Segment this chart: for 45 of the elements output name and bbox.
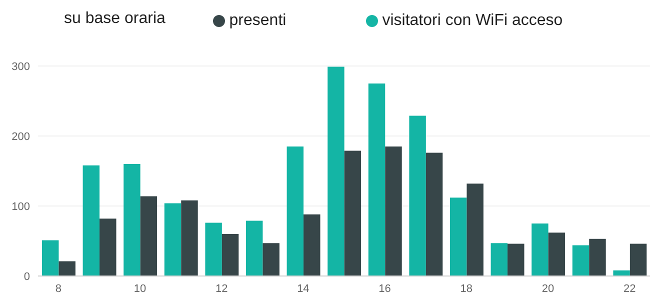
bar (205, 222, 222, 276)
bar (344, 150, 362, 276)
bar (42, 240, 59, 276)
bar (222, 234, 239, 276)
y-tick-label: 300 (12, 60, 30, 73)
x-tick-label: 20 (542, 282, 554, 295)
bar (368, 84, 386, 276)
x-tick-label: 18 (460, 282, 473, 295)
legend-label: visitatori con WiFi acceso (382, 12, 563, 29)
bar (140, 196, 158, 276)
bar (262, 243, 280, 276)
x-tick-label: 10 (134, 282, 146, 295)
bar (532, 224, 548, 276)
bar (490, 243, 508, 276)
y-tick-label: 200 (12, 130, 30, 143)
x-tick-label: 16 (378, 282, 391, 295)
bar (613, 270, 630, 276)
bar (450, 198, 467, 276)
legend-label: presenti (229, 12, 286, 29)
bar (426, 152, 443, 276)
bar (286, 146, 304, 276)
x-tick-label: 12 (215, 282, 228, 295)
bar (548, 232, 566, 276)
x-tick-label: 14 (297, 282, 310, 295)
bar (100, 218, 116, 276)
bar (304, 214, 320, 276)
x-tick-label: 22 (623, 282, 636, 295)
bar (58, 261, 76, 276)
bar (164, 203, 182, 276)
bar (328, 66, 344, 276)
bar (246, 220, 263, 276)
bar (630, 244, 647, 276)
bar (572, 245, 590, 276)
bar (466, 184, 484, 276)
bar (124, 164, 140, 276)
bar (589, 238, 606, 276)
x-tick-label: 8 (55, 282, 62, 295)
bar (181, 200, 198, 276)
bar (409, 116, 426, 276)
bar (82, 165, 100, 276)
y-tick-label: 0 (24, 270, 30, 283)
bar (385, 146, 402, 276)
bar (508, 244, 524, 276)
chart-title: su base oraria (64, 10, 166, 28)
y-tick-label: 100 (12, 200, 30, 213)
